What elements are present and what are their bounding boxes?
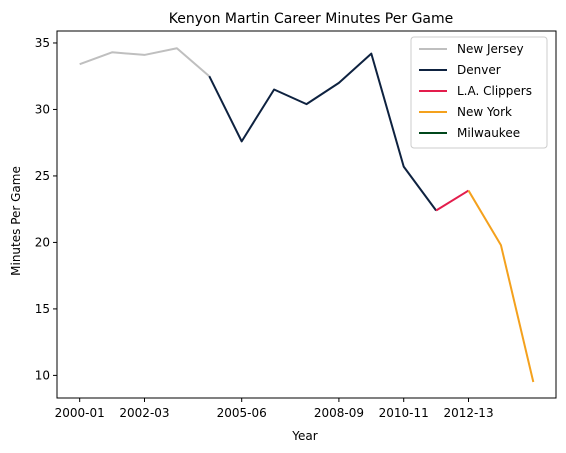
x-axis-label: Year	[291, 429, 317, 443]
y-tick-label: 15	[35, 302, 50, 316]
x-axis: 2000-01 2002-03 2005-06 2008-09 2010-11 2012-…	[55, 398, 494, 420]
legend-label: Denver	[457, 63, 501, 77]
plot-frame	[56, 30, 557, 399]
x-tick-label: 2005-06	[217, 406, 267, 420]
y-tick-label: 10	[35, 368, 50, 382]
series-line-2	[435, 189, 470, 212]
y-tick-label: 30	[35, 102, 50, 116]
series-line-0	[79, 47, 210, 77]
plot-area	[56, 30, 557, 399]
x-tick-label: 2002-03	[119, 406, 169, 420]
legend-label: New Jersey	[457, 42, 524, 56]
y-tick-label: 35	[35, 36, 50, 50]
x-tick-label: 2000-01	[55, 406, 105, 420]
x-tick-label: 2008-09	[314, 406, 364, 420]
legend: New Jersey Denver L.A. Clippers New York Mil…	[410, 36, 548, 149]
y-tick-label: 25	[35, 169, 50, 183]
series-line-1	[208, 52, 437, 212]
legend-label: L.A. Clippers	[457, 84, 532, 98]
chart-title: Kenyon Martin Career Minutes Per Game	[169, 11, 454, 27]
legend-label: New York	[457, 105, 512, 119]
legend-label: Milwaukee	[457, 126, 520, 140]
x-tick-label: 2012-13	[443, 406, 493, 420]
legend-box	[410, 36, 548, 149]
x-tick-label: 2010-11	[379, 406, 429, 420]
y-axis: 10 15 20 25 30 35	[35, 36, 57, 382]
series-line-3	[467, 190, 535, 383]
y-tick-label: 20	[35, 235, 50, 249]
y-axis-label: Minutes Per Game	[9, 166, 23, 276]
